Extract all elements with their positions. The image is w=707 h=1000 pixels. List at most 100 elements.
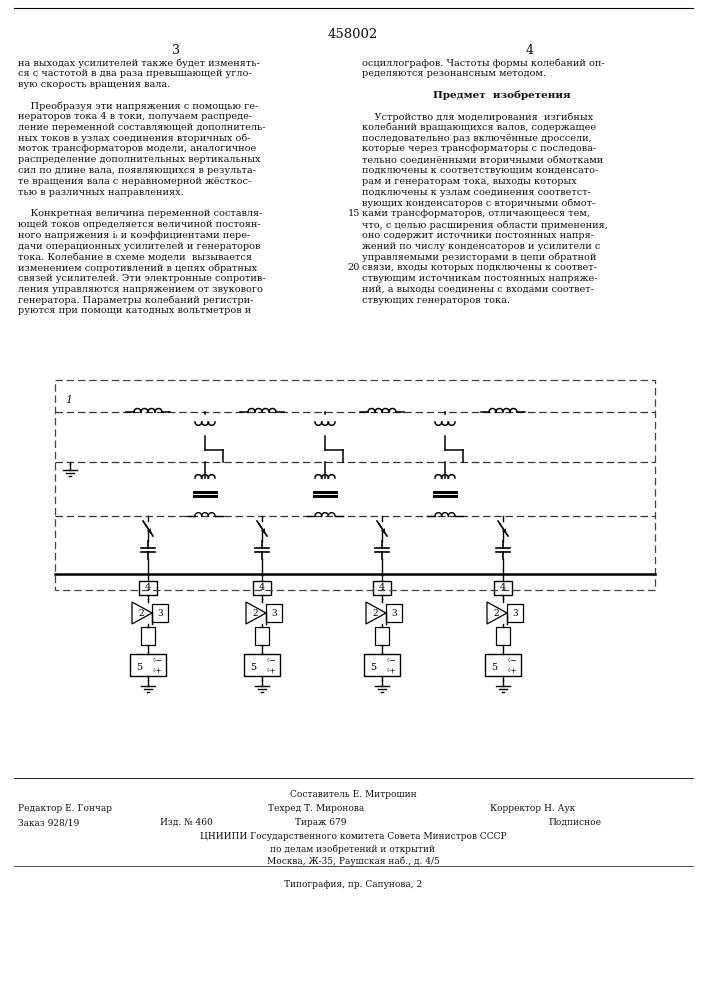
Text: оно содержит источники постоянных напря-: оно содержит источники постоянных напря-	[362, 231, 594, 240]
Text: Устройство для моделирования  изгибных: Устройство для моделирования изгибных	[362, 112, 593, 121]
Text: на выходах усилителей также будет изменять-: на выходах усилителей также будет изменя…	[18, 58, 259, 68]
Text: ствующим источникам постоянных напряже-: ствующим источникам постоянных напряже-	[362, 274, 597, 283]
Text: 4: 4	[526, 44, 534, 57]
Text: 3: 3	[391, 608, 397, 617]
Bar	[373, 581, 391, 595]
Text: сил по длине вала, появляющихся в результа-: сил по длине вала, появляющихся в резуль…	[18, 166, 256, 175]
Text: Подписное: Подписное	[548, 818, 601, 827]
Text: 5: 5	[136, 664, 142, 672]
Text: ся с частотой в два раза превышающей угло-: ся с частотой в два раза превышающей угл…	[18, 69, 252, 78]
Text: управляемыми резисторами в цепи обратной: управляемыми резисторами в цепи обратной	[362, 252, 597, 262]
Text: Типография, пр. Сапунова, 2: Типография, пр. Сапунова, 2	[284, 880, 422, 889]
Text: ного напряжения iᵢ и коэффициентами пере-: ного напряжения iᵢ и коэффициентами пере…	[18, 231, 250, 240]
Text: 2: 2	[138, 608, 144, 617]
Bar	[496, 627, 510, 645]
Bar	[364, 654, 400, 676]
Bar	[141, 627, 155, 645]
Bar	[375, 627, 389, 645]
Text: Корректор Н. Аук: Корректор Н. Аук	[490, 804, 575, 813]
Text: подключены к соответствующим конденсато-: подключены к соответствующим конденсато-	[362, 166, 598, 175]
Text: Москва, Ж-35, Раушская наб., д. 4/5: Москва, Ж-35, Раушская наб., д. 4/5	[267, 856, 440, 865]
Text: изменением сопротивлений в цепях обратных: изменением сопротивлений в цепях обратны…	[18, 263, 257, 273]
Text: ками трансформаторов, отличающееся тем,: ками трансформаторов, отличающееся тем,	[362, 209, 590, 218]
Text: Редактор Е. Гончар: Редактор Е. Гончар	[18, 804, 112, 813]
Text: ◦−: ◦−	[266, 657, 277, 665]
Text: ◦+: ◦+	[152, 667, 163, 675]
Text: тью в различных направлениях.: тью в различных направлениях.	[18, 188, 184, 197]
Text: 2: 2	[252, 608, 258, 617]
Text: распределение дополнительных вертикальных: распределение дополнительных вертикальны…	[18, 155, 260, 164]
Text: моток трансформаторов модели, аналогичное: моток трансформаторов модели, аналогично…	[18, 144, 256, 153]
Text: Техред Т. Миронова: Техред Т. Миронова	[268, 804, 364, 813]
Text: жений по числу конденсаторов и усилители с: жений по числу конденсаторов и усилители…	[362, 242, 600, 251]
Text: Тираж 679: Тираж 679	[295, 818, 346, 827]
Text: которые через трансформаторы с последова-: которые через трансформаторы с последова…	[362, 144, 596, 153]
Text: 458002: 458002	[328, 28, 378, 41]
Text: 3: 3	[512, 608, 518, 617]
Text: 3: 3	[271, 608, 277, 617]
Text: 5: 5	[491, 664, 497, 672]
Text: ления управляются напряжением от звукового: ления управляются напряжением от звуково…	[18, 285, 263, 294]
Text: генератора. Параметры колебаний регистри-: генератора. Параметры колебаний регистри…	[18, 296, 253, 305]
Text: ◦−: ◦−	[386, 657, 397, 665]
Text: 5: 5	[250, 664, 256, 672]
Text: что, с целью расширения области применения,: что, с целью расширения области применен…	[362, 220, 608, 230]
Text: дачи операционных усилителей и генераторов: дачи операционных усилителей и генератор…	[18, 242, 260, 251]
Text: ний, а выходы соединены с входами соответ-: ний, а выходы соединены с входами соотве…	[362, 285, 594, 294]
Text: ◦+: ◦+	[266, 667, 277, 675]
Text: вую скорость вращения вала.: вую скорость вращения вала.	[18, 80, 170, 89]
Bar	[244, 654, 280, 676]
Text: ◦−: ◦−	[152, 657, 163, 665]
Text: 4: 4	[259, 584, 265, 592]
Text: по делам изобретений и открытий: по делам изобретений и открытий	[271, 844, 436, 854]
Bar	[485, 654, 521, 676]
Bar	[507, 604, 523, 622]
Text: Конкретная величина переменной составля-: Конкретная величина переменной составля-	[18, 209, 262, 218]
Text: подключены к узлам соединения соответст-: подключены к узлам соединения соответст-	[362, 188, 591, 197]
Text: ление переменной составляющей дополнитель-: ление переменной составляющей дополнител…	[18, 123, 266, 132]
Text: ◦+: ◦+	[507, 667, 518, 675]
Bar	[494, 581, 512, 595]
Text: ◦+: ◦+	[386, 667, 397, 675]
Bar	[255, 627, 269, 645]
Text: тока. Колебание в схеме модели  вызывается: тока. Колебание в схеме модели вызываетс…	[18, 252, 252, 261]
Bar	[266, 604, 282, 622]
Text: вующих конденсаторов с вторичными обмот-: вующих конденсаторов с вторичными обмот-	[362, 198, 595, 208]
Text: те вращения вала с неравномерной жёсткос-: те вращения вала с неравномерной жёсткос…	[18, 177, 251, 186]
Text: 3: 3	[172, 44, 180, 57]
Text: нераторов тока 4 в токи, получаем распреде-: нераторов тока 4 в токи, получаем распре…	[18, 112, 252, 121]
Text: ствующих генераторов тока.: ствующих генераторов тока.	[362, 296, 510, 305]
Text: ределяются резонансным методом.: ределяются резонансным методом.	[362, 69, 546, 78]
Text: 2: 2	[493, 608, 499, 617]
Text: ◦−: ◦−	[507, 657, 518, 665]
Text: связей усилителей. Эти электронные сопротив-: связей усилителей. Эти электронные сопро…	[18, 274, 266, 283]
Text: Изд. № 460: Изд. № 460	[160, 818, 213, 827]
Text: Предмет  изобретения: Предмет изобретения	[433, 90, 571, 100]
Bar	[130, 654, 166, 676]
Text: 20: 20	[348, 263, 360, 272]
Text: осциллографов. Частоты формы колебаний оп-: осциллографов. Частоты формы колебаний о…	[362, 58, 604, 68]
Text: 2: 2	[372, 608, 378, 617]
Text: Заказ 928/19: Заказ 928/19	[18, 818, 79, 827]
Text: связи, входы которых подключены к соответ-: связи, входы которых подключены к соотве…	[362, 263, 597, 272]
Text: ных токов в узлах соединения вторичных об-: ных токов в узлах соединения вторичных о…	[18, 134, 250, 143]
Text: 1: 1	[65, 395, 72, 405]
Text: 15: 15	[348, 209, 360, 218]
Text: 4: 4	[500, 584, 506, 592]
Text: руются при помощи катодных вольтметров и: руются при помощи катодных вольтметров и	[18, 306, 251, 315]
Text: последовательно раз включённые дроссели,: последовательно раз включённые дроссели,	[362, 134, 592, 143]
Text: рам и генераторам тока, выходы которых: рам и генераторам тока, выходы которых	[362, 177, 577, 186]
Bar	[152, 604, 168, 622]
Bar	[139, 581, 157, 595]
Text: колебаний вращающихся валов, содержащее: колебаний вращающихся валов, содержащее	[362, 123, 596, 132]
Text: тельно соединёнными вторичными обмотками: тельно соединёнными вторичными обмотками	[362, 155, 603, 165]
Bar	[253, 581, 271, 595]
Text: ЦНИИПИ Государственного комитета Совета Министров СССР: ЦНИИПИ Государственного комитета Совета …	[199, 832, 506, 841]
Text: 4: 4	[379, 584, 385, 592]
Text: Составитель Е. Митрошин: Составитель Е. Митрошин	[290, 790, 416, 799]
Text: 3: 3	[157, 608, 163, 617]
Text: 4: 4	[145, 584, 151, 592]
Text: Преобразуя эти напряжения с помощью ге-: Преобразуя эти напряжения с помощью ге-	[18, 101, 258, 111]
Bar	[386, 604, 402, 622]
Text: 5: 5	[370, 664, 376, 672]
